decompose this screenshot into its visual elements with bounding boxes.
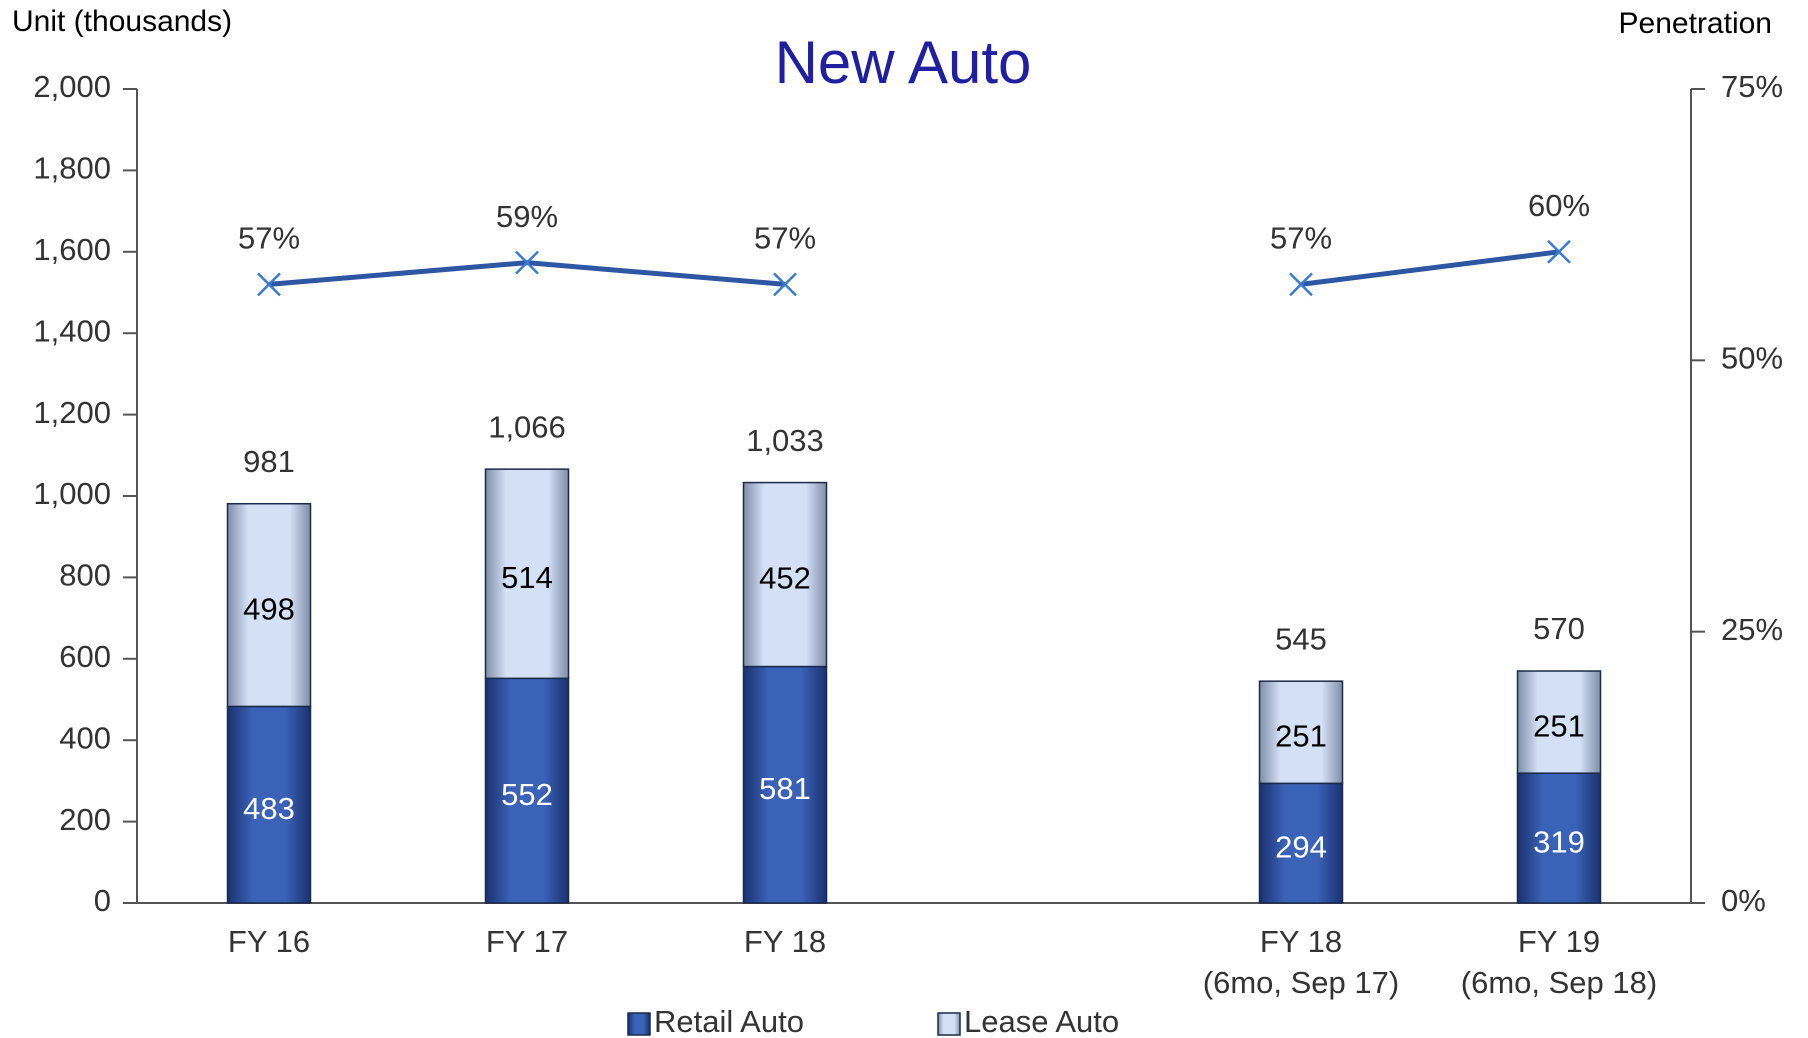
line-value-label: 57% bbox=[238, 221, 300, 256]
line-value-label: 59% bbox=[496, 199, 558, 234]
y-tick-label: 2,000 bbox=[33, 69, 111, 104]
bar-value-label: 452 bbox=[759, 561, 811, 596]
total-label: 570 bbox=[1533, 611, 1585, 646]
bar bbox=[1516, 772, 1602, 904]
y2-tick-label: 0% bbox=[1721, 883, 1766, 918]
line bbox=[268, 260, 786, 287]
line-marker bbox=[515, 250, 539, 275]
x-tick-label: (6mo, Sep 17) bbox=[1203, 965, 1399, 1000]
y-tick-label: 400 bbox=[59, 720, 111, 755]
x-tick-label: (6mo, Sep 18) bbox=[1461, 965, 1657, 1000]
line-value-label: 60% bbox=[1528, 188, 1590, 223]
bar bbox=[1516, 670, 1602, 774]
bar bbox=[1258, 680, 1344, 785]
x-tick-label: FY 16 bbox=[228, 924, 310, 959]
line bbox=[1300, 249, 1560, 287]
y2-axis-label: Penetration bbox=[1619, 7, 1772, 40]
total-label: 1,066 bbox=[488, 409, 566, 444]
x-tick-label: FY 17 bbox=[486, 924, 568, 959]
legend-swatch bbox=[937, 1012, 961, 1036]
x-tick-label: FY 19 bbox=[1518, 924, 1600, 959]
y2-tick-label: 50% bbox=[1721, 341, 1783, 376]
y-tick-label: 1,200 bbox=[33, 395, 111, 430]
total-label: 1,033 bbox=[746, 423, 824, 458]
y-tick-label: 200 bbox=[59, 802, 111, 837]
total-label: 981 bbox=[243, 444, 295, 479]
line-marker bbox=[1547, 239, 1571, 264]
y-tick-label: 1,000 bbox=[33, 476, 111, 511]
bar-value-label: 251 bbox=[1275, 718, 1327, 753]
total-label: 545 bbox=[1275, 621, 1327, 656]
y2-tick-label: 75% bbox=[1721, 69, 1783, 104]
line-marker bbox=[1289, 272, 1313, 297]
line-value-label: 57% bbox=[754, 221, 816, 256]
bar bbox=[226, 502, 312, 708]
y-tick-label: 1,800 bbox=[33, 151, 111, 186]
bar bbox=[742, 481, 828, 668]
bar-value-label: 498 bbox=[243, 591, 295, 626]
bar-value-label: 319 bbox=[1533, 824, 1585, 859]
line-marker bbox=[257, 272, 281, 297]
y2-tick-label: 25% bbox=[1721, 612, 1783, 647]
bar bbox=[484, 468, 570, 680]
legend-label: Retail Auto bbox=[654, 1004, 804, 1038]
bar-value-label: 552 bbox=[501, 777, 553, 812]
bar-value-label: 251 bbox=[1533, 708, 1585, 743]
line-value-label: 57% bbox=[1270, 221, 1332, 256]
x-tick-label: FY 18 bbox=[1260, 924, 1342, 959]
bar bbox=[1258, 782, 1344, 904]
chart-title: New Auto bbox=[775, 29, 1032, 96]
bar-value-label: 483 bbox=[243, 791, 295, 826]
x-tick-label: FY 18 bbox=[744, 924, 826, 959]
bar-value-label: 294 bbox=[1275, 829, 1327, 864]
legend-label: Lease Auto bbox=[964, 1004, 1119, 1038]
line-marker bbox=[773, 272, 797, 297]
y-tick-label: 1,600 bbox=[33, 232, 111, 267]
y-tick-label: 600 bbox=[59, 639, 111, 674]
bar-value-label: 514 bbox=[501, 560, 553, 595]
y-axis-label: Unit (thousands) bbox=[12, 5, 232, 38]
y-tick-label: 800 bbox=[59, 558, 111, 593]
legend-swatch bbox=[627, 1012, 651, 1036]
bar-value-label: 581 bbox=[759, 771, 811, 806]
y-tick-label: 0 bbox=[94, 883, 111, 918]
y-tick-label: 1,400 bbox=[33, 313, 111, 348]
